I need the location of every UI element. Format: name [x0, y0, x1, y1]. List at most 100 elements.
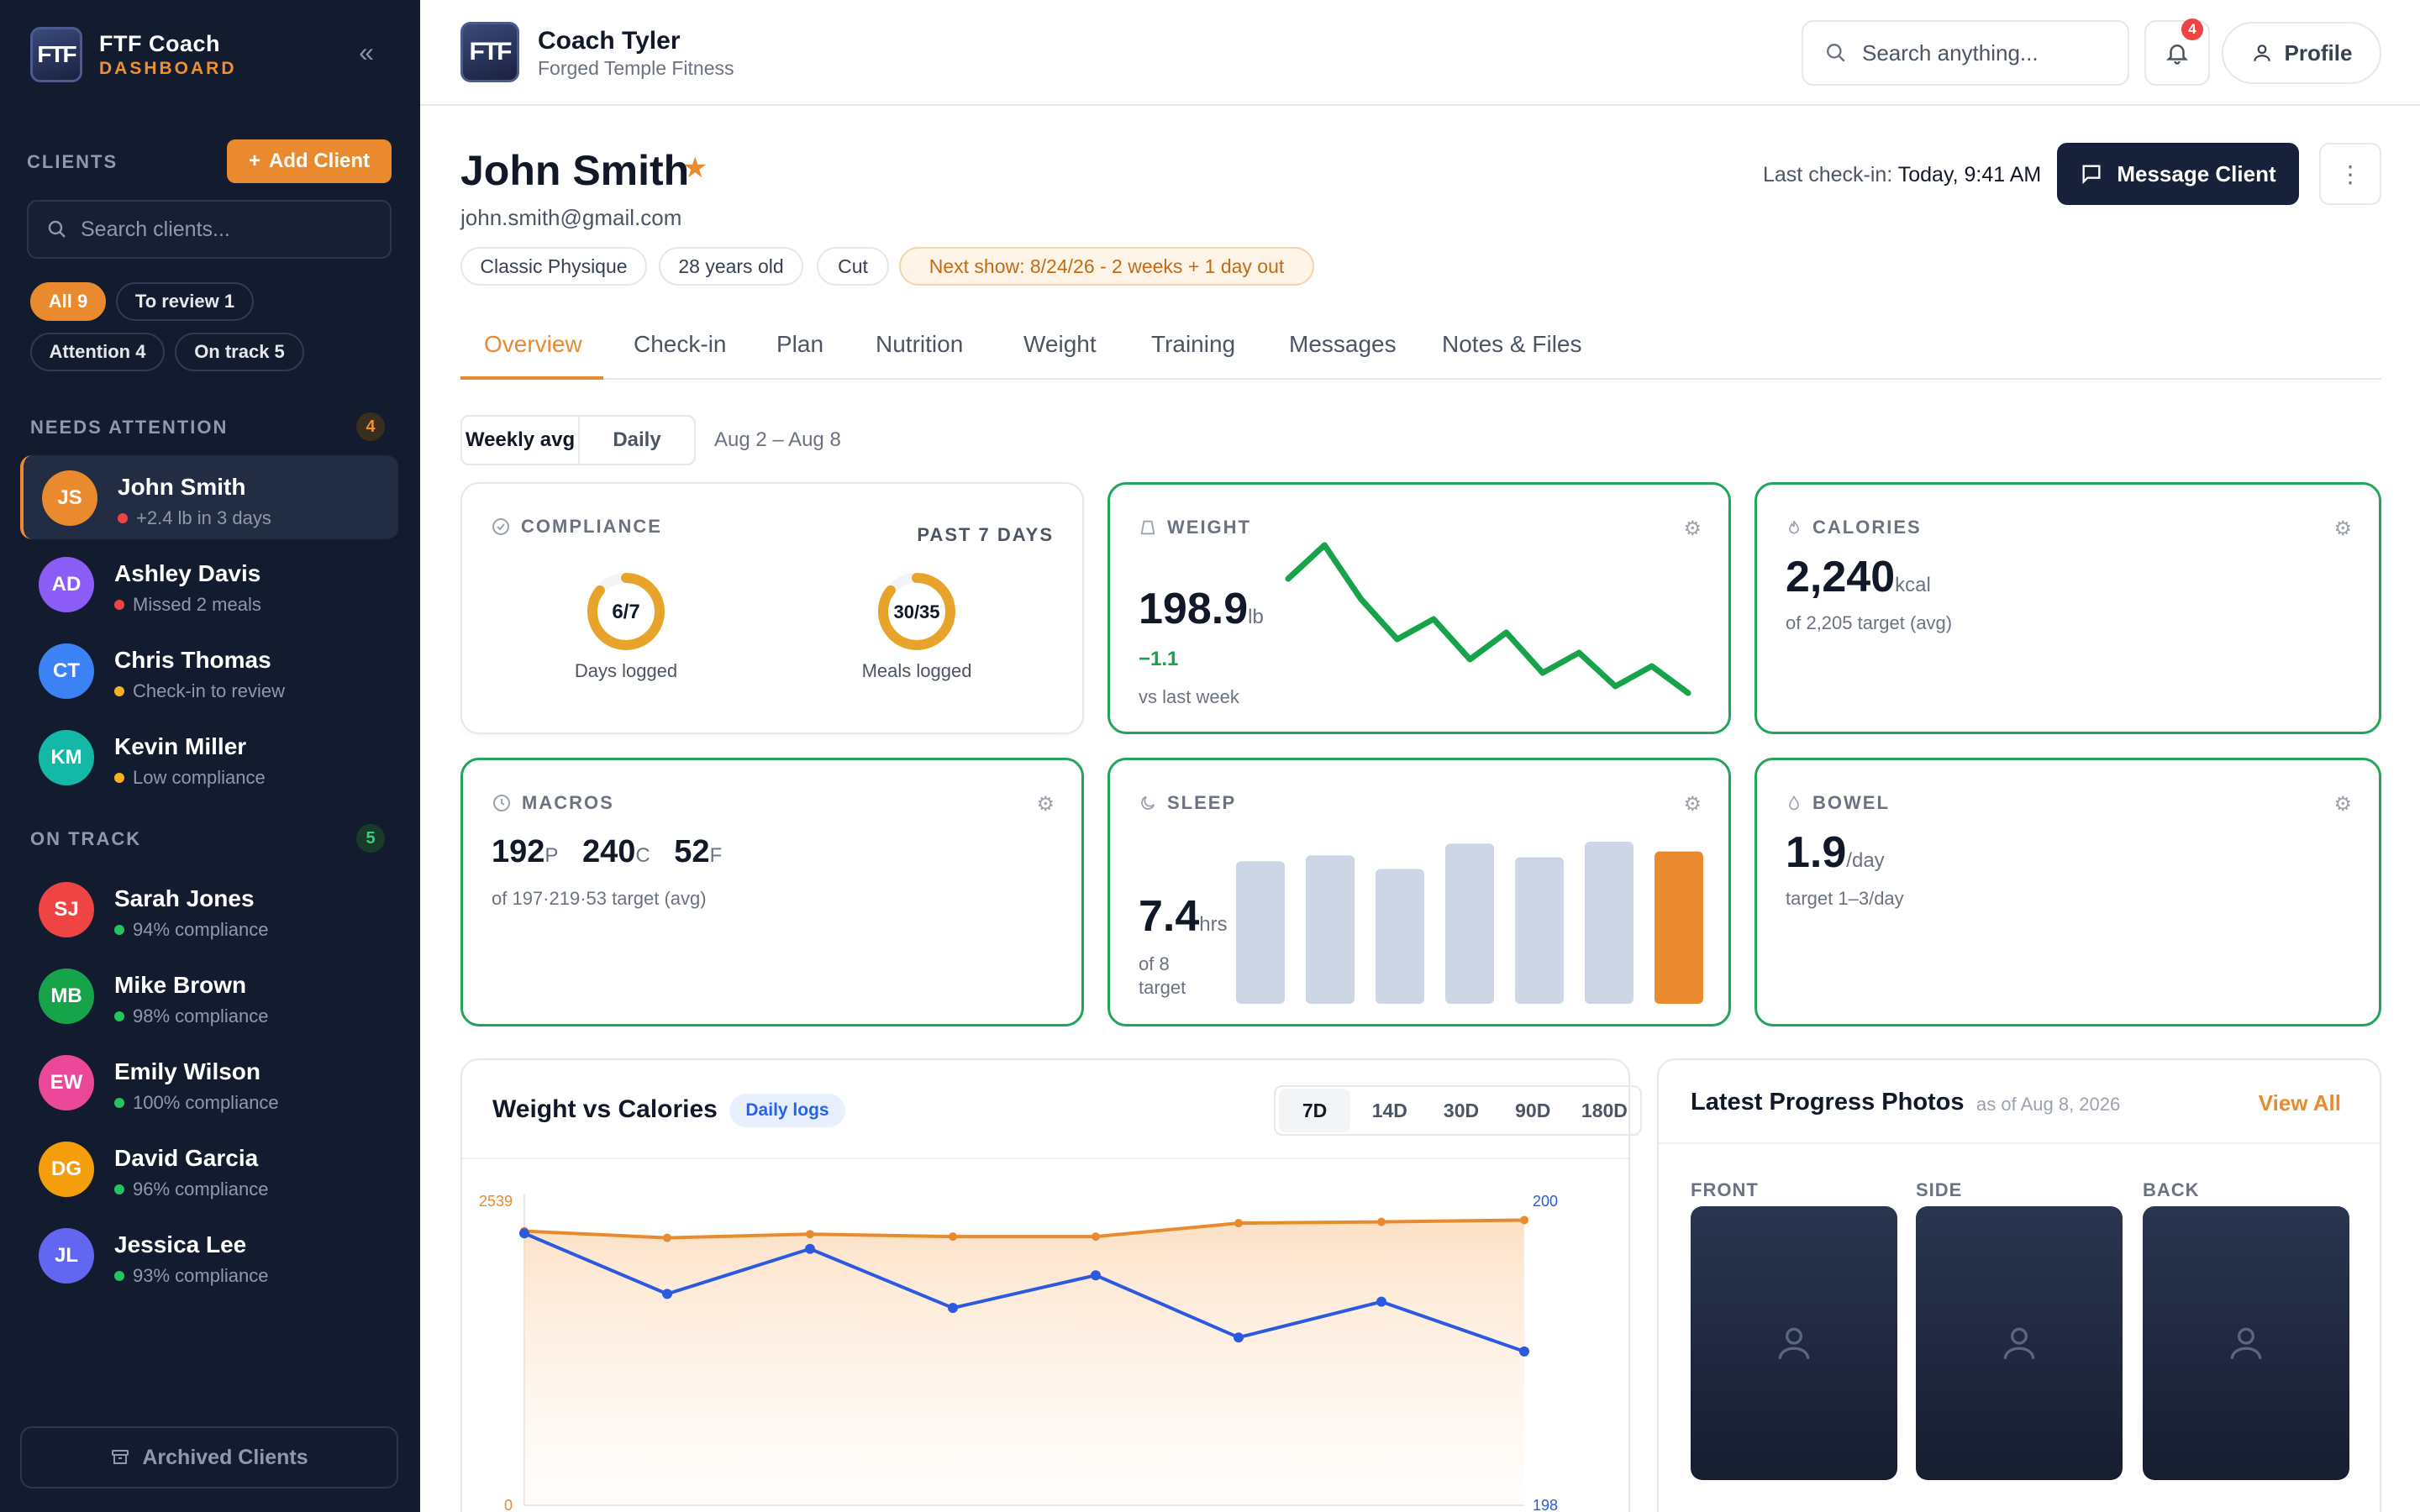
tab-check-in[interactable]: Check-in — [634, 331, 727, 357]
photo-back[interactable] — [2143, 1206, 2349, 1480]
collapse-sidebar-icon[interactable]: « — [359, 37, 374, 67]
add-client-label: Add Client — [269, 150, 370, 172]
macros-sub: of 197·219·53 target (avg) — [492, 888, 707, 909]
weight-line — [523, 1231, 1525, 1353]
clients-label: CLIENTS — [27, 151, 118, 172]
left-tick-label: 0 — [504, 1497, 513, 1512]
weight-delta: −1.1 — [1139, 648, 1179, 670]
calories-point — [949, 1232, 957, 1242]
range-7d[interactable]: 7D — [1279, 1089, 1351, 1132]
check-circle-icon — [492, 518, 509, 535]
macros-card[interactable]: MACROS ⚙ 192P 240C 52F of 197·219·53 tar… — [460, 758, 1084, 1026]
client-list-name: David Garcia — [114, 1145, 259, 1171]
weight-label: WEIGHT — [1139, 517, 1251, 538]
weight-label-text: WEIGHT — [1167, 517, 1251, 538]
tab-messages[interactable]: Messages — [1289, 331, 1397, 357]
avatar: CT — [39, 643, 94, 699]
archived-clients-button[interactable]: Archived Clients — [20, 1426, 398, 1488]
calories-unit: kcal — [1895, 574, 1931, 596]
plus-icon: + — [248, 150, 260, 172]
macros-settings-icon[interactable]: ⚙ — [1036, 793, 1055, 816]
sleep-bar — [1585, 841, 1634, 1004]
client-list-item[interactable]: KM Kevin Miller Low compliance — [20, 715, 398, 799]
bowel-settings-icon[interactable]: ⚙ — [2333, 793, 2352, 816]
tab-plan[interactable]: Plan — [776, 331, 824, 357]
calories-card[interactable]: CALORIES ⚙ 2,240kcal of 2,205 target (av… — [1754, 482, 2381, 734]
client-list-meta: 98% compliance — [133, 1005, 269, 1026]
client-list-item[interactable]: CT Chris Thomas Check-in to review — [20, 628, 398, 712]
photo-front[interactable] — [1691, 1206, 1897, 1480]
client-list-item[interactable]: JL Jessica Lee 93% compliance — [20, 1213, 398, 1297]
client-list-item[interactable]: SJ Sarah Jones 94% compliance — [20, 867, 398, 951]
client-list-item[interactable]: AD Ashley Davis Missed 2 meals — [20, 542, 398, 626]
days-ring-progress — [587, 573, 665, 650]
sleep-settings-icon[interactable]: ⚙ — [1683, 793, 1702, 816]
photo-side[interactable] — [1916, 1206, 2123, 1480]
bowel-card[interactable]: BOWEL ⚙ 1.9/day target 1–3/day — [1754, 758, 2381, 1026]
sleep-bar — [1515, 857, 1564, 1004]
weight-card[interactable]: WEIGHT ⚙ 198.9lb −1.1 vs last week — [1107, 482, 1731, 734]
message-client-button[interactable]: Message Client — [2057, 143, 2299, 205]
sleep-bar — [1655, 851, 1703, 1004]
range-14d[interactable]: 14D — [1371, 1099, 1407, 1121]
profile-button[interactable]: Profile — [2222, 22, 2381, 84]
tag-age: 28 years old — [659, 247, 803, 286]
view-all-link[interactable]: View All — [2258, 1090, 2341, 1116]
tag-phase: Cut — [817, 247, 889, 286]
range-30d[interactable]: 30D — [1443, 1099, 1480, 1121]
weight-value: 198.9 — [1139, 585, 1249, 633]
client-list-status: 98% compliance — [114, 1005, 268, 1027]
sleep-bar — [1236, 861, 1285, 1004]
client-list-item[interactable]: EW Emily Wilson 100% compliance — [20, 1040, 398, 1124]
archived-clients-label: Archived Clients — [142, 1445, 308, 1469]
on-track-count: 5 — [356, 824, 385, 853]
calories-settings-icon[interactable]: ⚙ — [2333, 517, 2352, 540]
status-dot-icon — [118, 513, 128, 523]
filter-all[interactable]: All 9 — [30, 282, 106, 321]
tab-weight[interactable]: Weight — [1023, 331, 1097, 357]
photos-as-of: as of Aug 8, 2026 — [1976, 1094, 2121, 1115]
client-list-name: Emily Wilson — [114, 1058, 261, 1084]
compliance-period: PAST 7 DAYS — [917, 524, 1054, 545]
status-dot-icon — [114, 600, 124, 610]
global-search-input[interactable] — [1862, 39, 2114, 66]
add-client-button[interactable]: + Add Client — [227, 139, 392, 183]
view-daily[interactable]: Daily — [613, 428, 661, 451]
global-search[interactable] — [1802, 20, 2129, 86]
client-list-name: John Smith — [118, 474, 246, 500]
archive-icon — [112, 1450, 129, 1464]
notifications-button[interactable]: 4 — [2144, 18, 2210, 86]
filter-to-review[interactable]: To review 1 — [116, 282, 254, 321]
client-search-input[interactable] — [81, 217, 366, 242]
status-dot-icon — [114, 1184, 124, 1194]
more-options-icon[interactable]: ⋮ — [2319, 143, 2381, 205]
compliance-label: COMPLIANCE — [491, 516, 662, 538]
photo-label-back: BACK — [2143, 1179, 2200, 1200]
weight-settings-icon[interactable]: ⚙ — [1683, 517, 1702, 540]
bell-icon — [2165, 45, 2189, 65]
tab-nutrition[interactable]: Nutrition — [876, 331, 964, 357]
brand[interactable]: FTF FTF Coach DASHBOARD — [30, 27, 237, 82]
client-list-item[interactable]: MB Mike Brown 98% compliance — [20, 953, 398, 1037]
tab-training[interactable]: Training — [1151, 331, 1236, 357]
view-weekly-avg[interactable]: Weekly avg — [462, 417, 580, 464]
meals-logged-ring: 30/35 Meals logged — [854, 571, 980, 682]
favorite-star-icon[interactable]: ★ — [682, 152, 708, 184]
right-tick-label: 200 — [1533, 1193, 1558, 1210]
tab-notes-files[interactable]: Notes & Files — [1442, 331, 1582, 357]
range-90d[interactable]: 90D — [1515, 1099, 1551, 1121]
weight-point — [948, 1303, 958, 1314]
range-180d[interactable]: 180D — [1581, 1099, 1628, 1121]
client-list-name: Jessica Lee — [114, 1231, 247, 1257]
tab-overview[interactable]: Overview — [484, 331, 582, 357]
client-list-item[interactable]: DG David Garcia 96% compliance — [20, 1126, 398, 1210]
sleep-card[interactable]: SLEEP ⚙ 7.4hrs of 8 target — [1107, 758, 1731, 1026]
filter-on-track[interactable]: On track 5 — [175, 333, 304, 371]
client-list-item[interactable]: JS John Smith +2.4 lb in 3 days — [20, 455, 398, 539]
sleep-bar — [1306, 855, 1355, 1004]
moon-icon — [1141, 795, 1155, 810]
filter-attention[interactable]: Attention 4 — [30, 333, 165, 371]
client-search[interactable] — [27, 200, 392, 259]
fat-value: 52 — [674, 834, 710, 869]
view-toggle: Weekly avg Daily — [460, 415, 696, 465]
